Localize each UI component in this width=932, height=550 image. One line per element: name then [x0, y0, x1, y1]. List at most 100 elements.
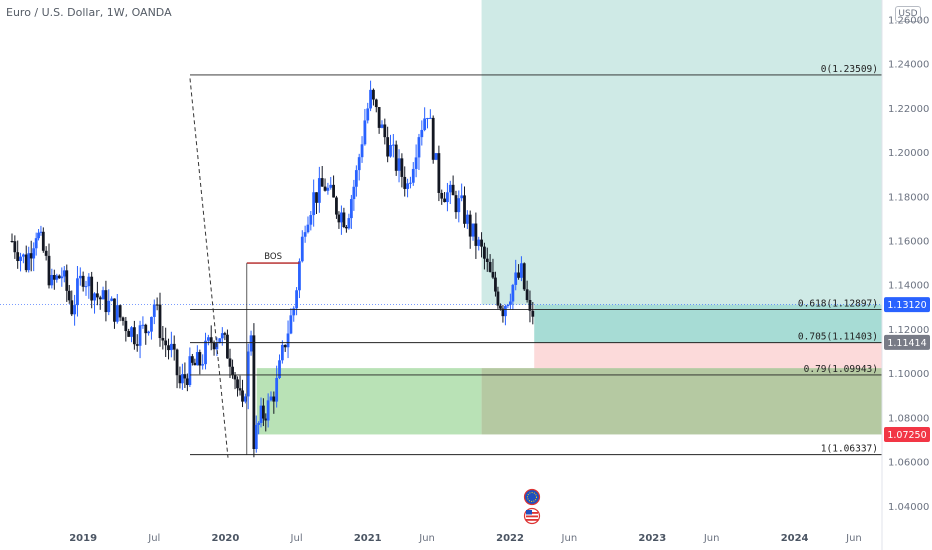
candle-body [107, 300, 111, 313]
candle-body [24, 254, 28, 271]
price-badge [884, 297, 930, 313]
candle-body [124, 320, 128, 332]
candle-body [485, 258, 489, 262]
candle-body [236, 379, 239, 389]
candle-body [417, 137, 421, 158]
candle-body [130, 327, 133, 337]
currency-unit-button[interactable]: USD [895, 6, 921, 22]
dashed-trend-line [189, 78, 229, 458]
price-tick-label: 1.22000 [888, 104, 929, 115]
candle-body [397, 158, 401, 171]
price-tick-label: 1.12000 [888, 325, 929, 336]
candle-body [193, 362, 197, 366]
candle-body [261, 405, 265, 419]
candle-body [463, 195, 466, 224]
candle-body [32, 248, 36, 259]
fib-levels-layer: 0(1.23509) 0.618(1.12897) 0.705(1.11403) 0.… [190, 64, 882, 456]
candle-body [246, 351, 250, 397]
candle-body [440, 192, 444, 199]
candle-body [29, 253, 33, 259]
time-tick-label: Jun [845, 533, 862, 544]
candle-body [437, 153, 441, 193]
candle-body [488, 261, 492, 272]
price-tick-label: 1.06000 [888, 458, 929, 469]
candle-body [400, 158, 404, 177]
candle-body [87, 276, 91, 287]
candle-body [337, 214, 341, 223]
candle-body [403, 176, 407, 189]
candle-body [252, 335, 256, 450]
long-entry-zone [534, 304, 882, 343]
candle-body [517, 272, 520, 278]
candle-body [190, 356, 194, 363]
bos-label: BOS [264, 252, 282, 262]
candle-body [280, 344, 284, 361]
price-badge-label: 1.11414 [887, 338, 926, 349]
candle-body [241, 390, 244, 402]
time-tick-label: 2019 [69, 533, 97, 544]
candle-body [238, 388, 242, 391]
candle-body [531, 310, 535, 317]
candle-body [201, 364, 205, 366]
price-tick-label: 1.26000 [888, 15, 929, 26]
candle-body [471, 223, 475, 237]
time-tick-label: Jun [703, 533, 720, 544]
candle-body [283, 344, 287, 348]
candle-body [504, 306, 507, 317]
candle-body [115, 305, 119, 322]
candle-body [34, 238, 38, 249]
candle-body [254, 424, 258, 450]
candle-body [231, 366, 234, 376]
time-tick-label: 2024 [781, 533, 809, 544]
price-tick-label: 1.10000 [888, 369, 929, 380]
candle-body [332, 184, 335, 198]
time-tick-label: 2022 [496, 533, 524, 544]
candle-body [180, 374, 184, 384]
candle-body [257, 422, 261, 425]
candle-body [342, 212, 346, 228]
candle-body [155, 304, 159, 306]
usd-flag-icon[interactable] [523, 507, 541, 525]
price-badges-layer: 1.13120 1.11414 1.07250 [884, 297, 930, 442]
candle-body [135, 344, 139, 346]
candle-body [474, 223, 478, 246]
candle-body [19, 256, 22, 262]
price-tick-label: 1.08000 [888, 413, 929, 424]
candle-body [522, 263, 526, 290]
long-stop-zone [534, 342, 882, 369]
price-tick-label: 1.20000 [888, 148, 929, 159]
candle-body [443, 198, 446, 203]
candle-body [320, 178, 324, 187]
candle-body [292, 308, 296, 316]
candle-body [460, 195, 464, 199]
candle-body [357, 157, 361, 171]
candle-body [448, 184, 452, 193]
candle-body [243, 396, 247, 402]
candle-body [483, 246, 486, 259]
demand-zone [256, 368, 482, 435]
time-tick-label: Jul [147, 533, 160, 544]
candle-body [84, 286, 88, 288]
candle-body [101, 290, 105, 300]
candle-body [340, 212, 343, 223]
candle-body [266, 400, 270, 421]
event-flag-icon[interactable] [523, 488, 541, 506]
candle-body [446, 192, 449, 203]
candle-body [60, 276, 64, 279]
candle-body [380, 124, 384, 128]
candle-body [360, 144, 364, 158]
candle-body [374, 99, 378, 108]
fib-label-0.618: 0.618(1.12897) [798, 299, 878, 310]
candle-body [169, 343, 173, 351]
candle-body [44, 250, 48, 256]
price-badge-label: 1.07250 [887, 430, 926, 441]
candle-body [372, 89, 375, 100]
candle-body [306, 224, 310, 233]
candle-body [528, 299, 532, 311]
candle-body [411, 168, 415, 183]
candle-body [363, 120, 367, 145]
candle-body [249, 335, 253, 352]
candle-body [508, 301, 512, 305]
candle-body [496, 291, 500, 306]
